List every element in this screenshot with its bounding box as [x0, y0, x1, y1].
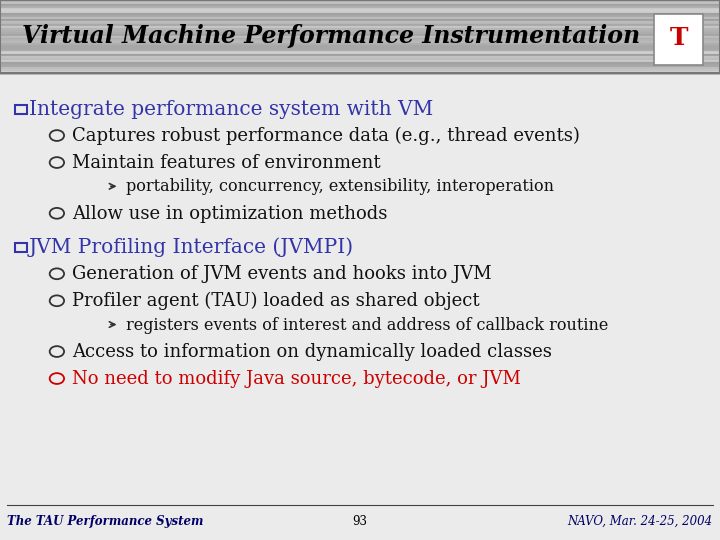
Text: Virtual Machine Performance Instrumentation: Virtual Machine Performance Instrumentat… — [22, 24, 640, 48]
Text: Access to information on dynamically loaded classes: Access to information on dynamically loa… — [72, 343, 552, 361]
Text: portability, concurrency, extensibility, interoperation: portability, concurrency, extensibility,… — [126, 178, 554, 195]
Text: Generation of JVM events and hooks into JVM: Generation of JVM events and hooks into … — [72, 265, 492, 284]
Text: Allow use in optimization methods: Allow use in optimization methods — [72, 205, 387, 223]
Text: No need to modify Java source, bytecode, or JVM: No need to modify Java source, bytecode,… — [72, 370, 521, 388]
Bar — [15, 243, 27, 252]
Text: Captures robust performance data (e.g., thread events): Captures robust performance data (e.g., … — [72, 127, 580, 145]
Text: The TAU Performance System: The TAU Performance System — [7, 515, 204, 528]
Text: Integrate performance system with VM: Integrate performance system with VM — [29, 99, 433, 119]
Text: T: T — [670, 26, 688, 50]
Bar — [15, 105, 27, 114]
Text: Maintain features of environment: Maintain features of environment — [72, 154, 381, 172]
Text: JVM Profiling Interface (JVMPI): JVM Profiling Interface (JVMPI) — [29, 238, 354, 257]
Bar — [0, 0, 720, 73]
Text: 93: 93 — [353, 515, 367, 528]
Text: Profiler agent (TAU) loaded as shared object: Profiler agent (TAU) loaded as shared ob… — [72, 292, 480, 310]
Text: NAVO, Mar. 24-25, 2004: NAVO, Mar. 24-25, 2004 — [567, 515, 713, 528]
Text: registers events of interest and address of callback routine: registers events of interest and address… — [126, 316, 608, 334]
